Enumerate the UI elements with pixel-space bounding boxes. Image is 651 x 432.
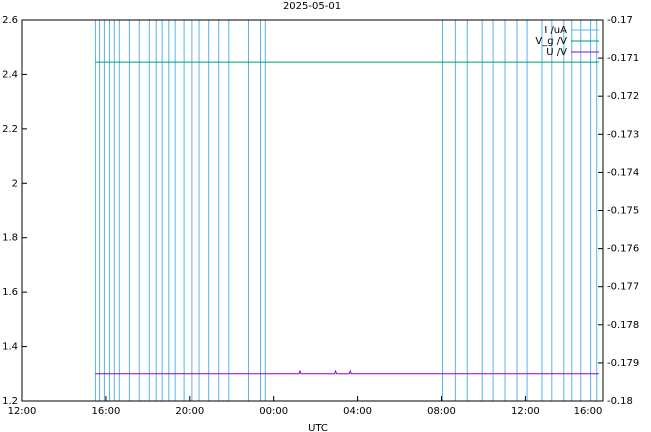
y-tick-label: 1.8 — [2, 233, 18, 244]
y2-tick-label: -0.174 — [607, 167, 639, 178]
series-line — [95, 369, 599, 375]
x-tick-label: 12:00 — [8, 406, 37, 417]
y2-tick-label: -0.17 — [607, 15, 633, 26]
y2-tick-label: -0.177 — [607, 282, 639, 293]
y2-tick-label: -0.172 — [607, 91, 639, 102]
y-tick-label: 2.6 — [2, 15, 18, 26]
y-tick-label: 2 — [12, 178, 18, 189]
y2-tick-label: -0.173 — [607, 129, 639, 140]
y2-tick-label: -0.175 — [607, 206, 639, 217]
y2-tick-label: -0.178 — [607, 320, 639, 331]
y2-tick-label: -0.176 — [607, 244, 639, 255]
x-tick-label: 04:00 — [343, 406, 372, 417]
chart-title: 2025-05-01 — [283, 1, 341, 12]
legend-label: V_g /V — [535, 36, 567, 47]
x-tick-label: 16:00 — [574, 406, 603, 417]
y2-tick-label: -0.18 — [607, 396, 633, 407]
y-tick-label: 2.2 — [2, 124, 18, 135]
legend-label: U /V — [546, 47, 567, 58]
y-tick-label: 2.4 — [2, 69, 18, 80]
x-tick-label: 12:00 — [511, 406, 540, 417]
legend-label: I /uA — [544, 25, 567, 36]
x-axis-label: UTC — [308, 423, 328, 432]
y-tick-label: 1.6 — [2, 287, 18, 298]
x-tick-label: 16:00 — [91, 406, 120, 417]
y2-tick-label: -0.179 — [607, 358, 639, 369]
x-tick-label: 00:00 — [259, 406, 288, 417]
y2-tick-label: -0.171 — [607, 53, 639, 64]
y-tick-label: 1.2 — [2, 396, 18, 407]
x-tick-label: 08:00 — [427, 406, 456, 417]
series-line — [94, 20, 598, 401]
x-tick-label: 20:00 — [175, 406, 204, 417]
plot-area — [94, 20, 599, 401]
y-tick-label: 1.4 — [2, 342, 18, 353]
